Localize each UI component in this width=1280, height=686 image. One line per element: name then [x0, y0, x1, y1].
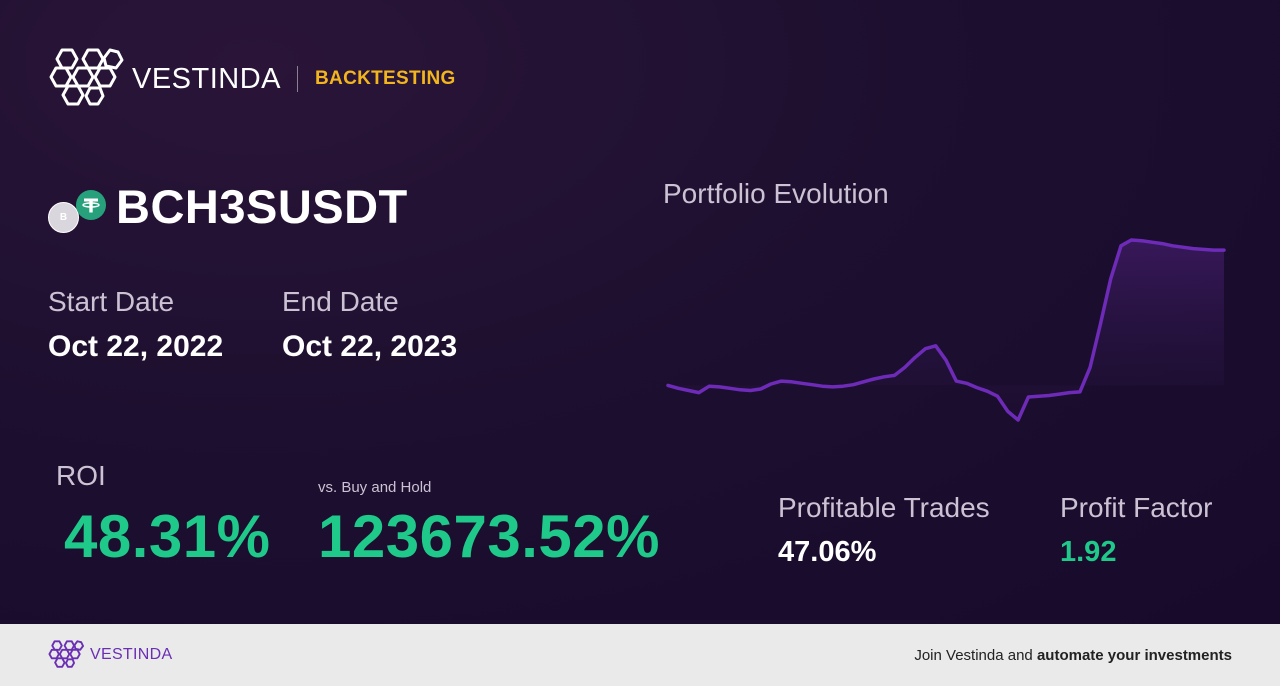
portfolio-area	[668, 240, 1224, 420]
end-date-value: Oct 22, 2023	[282, 330, 458, 363]
footer-cta[interactable]: Join Vestinda and automate your investme…	[914, 647, 1232, 664]
start-date-value: Oct 22, 2022	[48, 330, 224, 363]
asset-symbol: B BCH3SUSDT	[48, 179, 408, 233]
end-date-label: End Date	[282, 286, 399, 317]
chart-title: Portfolio Evolution	[663, 178, 889, 209]
start-date: Start Date Oct 22, 2022	[48, 286, 223, 364]
vestinda-logo-icon	[48, 640, 84, 668]
footer-brand[interactable]: VESTINDA	[48, 639, 172, 671]
backtest-card: VESTINDA BACKTESTING B BCH3SUSDT Start D…	[0, 0, 1280, 624]
profitable-trades-label: Profitable Trades	[778, 492, 990, 523]
symbol-name: BCH3SUSDT	[116, 179, 408, 233]
roi-label: ROI	[56, 460, 106, 491]
portfolio-line	[666, 238, 1226, 422]
coin-icons: B	[48, 180, 110, 233]
section-label: BACKTESTING	[315, 68, 456, 89]
bch3s-coin-icon: B	[48, 202, 79, 233]
tether-icon	[76, 190, 106, 220]
buy-hold-value: 123673.52%	[318, 503, 660, 570]
header: VESTINDA BACKTESTING	[48, 46, 456, 112]
roi-value: 48.31%	[64, 503, 271, 570]
portfolio-chart	[666, 238, 1226, 422]
footer-cta-prefix: Join Vestinda and	[914, 646, 1037, 664]
profit-factor-value: 1.92	[1060, 536, 1117, 568]
footer-brand-name: VESTINDA	[90, 646, 173, 663]
start-date-label: Start Date	[48, 286, 175, 317]
end-date: End Date Oct 22, 2023	[282, 286, 457, 364]
vestinda-logo-icon	[49, 48, 124, 106]
profitable-trades-value: 47.06%	[778, 536, 877, 568]
header-divider	[297, 66, 299, 92]
buy-hold-label: vs. Buy and Hold	[318, 479, 432, 496]
footer-cta-bold: automate your investments	[1036, 646, 1232, 664]
profit-factor-label: Profit Factor	[1060, 492, 1213, 523]
footer: VESTINDA Join Vestinda and automate your…	[0, 624, 1280, 686]
brand-name: VESTINDA	[132, 62, 282, 95]
